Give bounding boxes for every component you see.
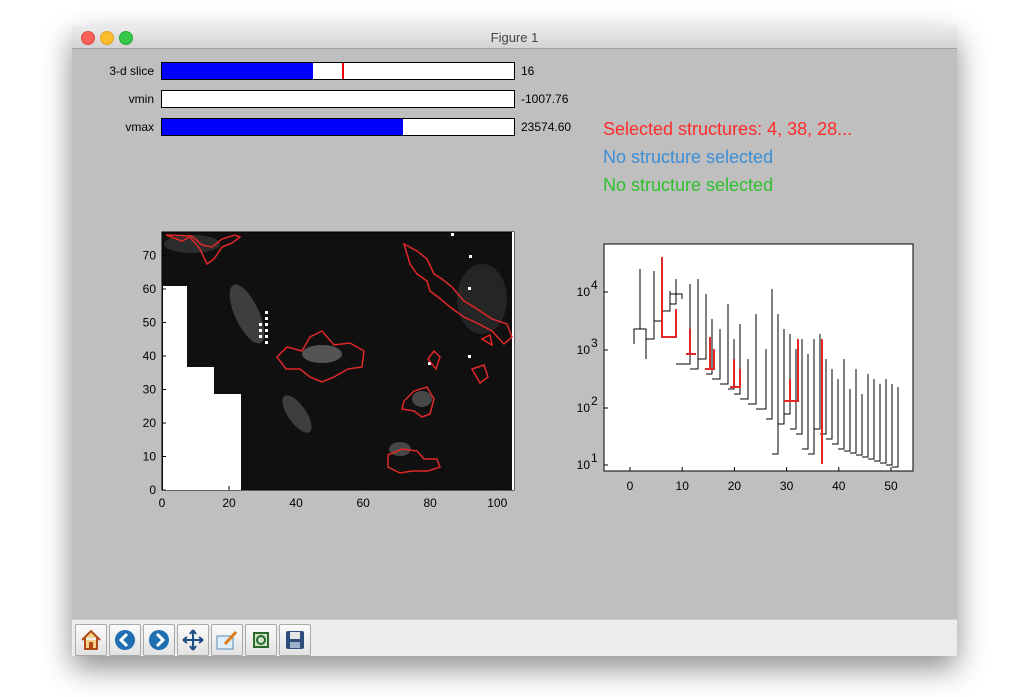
image-x-tick-label: 0 [159, 496, 166, 510]
image-y-tick-label: 40 [143, 349, 157, 363]
image-y-tick-label: 30 [143, 382, 157, 396]
image-x-tick-label: 100 [487, 496, 507, 510]
dendrogram-y-tick-exponent: 3 [591, 336, 598, 350]
structure-contours [165, 234, 513, 474]
vmax-slider-value: 23574.60 [521, 120, 572, 134]
selected-structures-green: No structure selected [603, 175, 774, 195]
image-y-tick-label: 50 [143, 315, 157, 329]
figure-window: Figure 1 3-d slice 16 vmin -1007.76 vmax… [72, 26, 957, 656]
vmin-slider[interactable] [161, 90, 515, 108]
pan-icon [182, 629, 204, 651]
masked-region [163, 286, 241, 490]
image-x-tick-label: 60 [356, 496, 370, 510]
dendrogram-x-tick-label: 30 [780, 479, 794, 493]
image-x-tick-label: 40 [289, 496, 303, 510]
selected-branches [661, 257, 823, 464]
image-y-tick-label: 70 [143, 248, 157, 262]
slice-slider[interactable] [161, 62, 515, 80]
selected-structures-blue: No structure selected [603, 147, 774, 167]
dendrogram-y-tick-exponent: 1 [591, 451, 598, 465]
dendrogram-y-tick-exponent: 4 [591, 278, 598, 292]
image-axis-ticks: 0 20 40 60 80 100 0 10 20 30 40 50 60 70 [143, 248, 508, 510]
back-icon [115, 630, 135, 650]
vmin-slider-label: vmin [128, 92, 154, 106]
forward-button[interactable] [143, 624, 175, 656]
image-x-tick-label: 80 [424, 496, 438, 510]
slice-slider-label: 3-d slice [109, 64, 154, 78]
dendrogram-y-tick-exponent: 2 [591, 394, 598, 408]
image-plot[interactable]: 0 20 40 60 80 100 0 10 20 30 40 50 60 70 [72, 219, 532, 519]
slice-slider-fill [162, 63, 313, 79]
image-y-tick-label: 20 [143, 416, 157, 430]
image-x-tick-label: 20 [222, 496, 236, 510]
dendrogram-y-tick-label: 10 [577, 343, 591, 357]
dendrogram-axes-frame [603, 243, 914, 472]
zoom-icon [253, 632, 269, 648]
save-icon [286, 631, 304, 649]
dendrogram-y-tick-label: 10 [577, 285, 591, 299]
close-window-button[interactable] [81, 31, 95, 45]
title-bar: Figure 1 [72, 26, 957, 49]
dendrogram-y-tick-label: 10 [577, 458, 591, 472]
back-button[interactable] [109, 624, 141, 656]
dendrogram-branches [633, 259, 899, 468]
slice-slider-marker[interactable] [342, 63, 344, 79]
forward-icon [149, 630, 169, 650]
emission-map [164, 235, 507, 456]
dendrogram-x-tick-label: 50 [884, 479, 898, 493]
configure-subplots-button[interactable] [211, 624, 243, 656]
zoom-button[interactable] [245, 624, 277, 656]
slice-slider-value: 16 [521, 64, 535, 78]
figure-canvas: 3-d slice 16 vmin -1007.76 vmax 23574.60… [72, 49, 957, 619]
zoom-window-button[interactable] [119, 31, 133, 45]
dendrogram-x-tick-label: 10 [676, 479, 690, 493]
vmax-slider[interactable] [161, 118, 515, 136]
dendrogram-y-tick-label: 10 [577, 401, 591, 415]
save-button[interactable] [279, 624, 311, 656]
home-button[interactable] [75, 624, 107, 656]
vmax-slider-label: vmax [125, 120, 154, 134]
minimize-window-button[interactable] [100, 31, 114, 45]
dendrogram-x-tick-label: 20 [728, 479, 742, 493]
masked-edge [512, 232, 514, 490]
bright-pixels [259, 233, 472, 365]
dendrogram-x-tick-label: 0 [627, 479, 634, 493]
vmax-slider-fill [162, 119, 403, 135]
vmin-slider-value: -1007.76 [521, 92, 569, 106]
image-y-tick-label: 10 [143, 449, 157, 463]
image-y-tick-label: 0 [149, 483, 156, 497]
navigation-toolbar [72, 619, 957, 656]
configure-subplots-icon [216, 630, 238, 650]
dendrogram-x-tick-label: 40 [832, 479, 846, 493]
pan-button[interactable] [177, 624, 209, 656]
home-icon [81, 629, 101, 650]
image-y-tick-label: 60 [143, 282, 157, 296]
selected-structures-red: Selected structures: 4, 38, 28... [603, 119, 853, 139]
window-title: Figure 1 [490, 30, 539, 45]
